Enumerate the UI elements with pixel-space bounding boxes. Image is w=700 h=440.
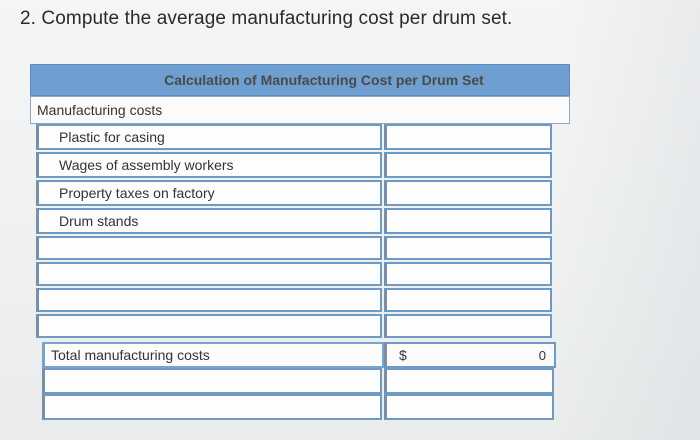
cost-item-label: Wages of assembly workers [59, 157, 234, 173]
table-row [30, 368, 570, 396]
total-row: Total manufacturing costs $ 0 [30, 342, 570, 370]
cost-amount-input[interactable] [384, 314, 552, 338]
cost-item-select[interactable] [36, 314, 382, 338]
table-title: Calculation of Manufacturing Cost per Dr… [164, 72, 484, 88]
cost-amount-input[interactable] [384, 394, 554, 420]
cost-item-select[interactable] [42, 394, 382, 420]
total-label-cell: Total manufacturing costs [42, 342, 384, 368]
cost-amount-input[interactable] [384, 208, 552, 234]
cost-item-label: Plastic for casing [59, 129, 165, 145]
table-row [30, 262, 570, 290]
table-header: Calculation of Manufacturing Cost per Dr… [30, 64, 570, 96]
cost-item-select[interactable] [36, 288, 382, 312]
table-row: Plastic for casing [30, 124, 570, 152]
total-value: 0 [538, 347, 546, 363]
section-label: Manufacturing costs [37, 102, 163, 118]
section-row: Manufacturing costs [30, 96, 570, 124]
table-row [30, 236, 570, 264]
cost-amount-input[interactable] [384, 152, 552, 178]
cost-amount-input[interactable] [384, 236, 552, 260]
cost-amount-input[interactable] [384, 288, 552, 312]
background-shade [560, 0, 700, 440]
cost-item-label: Drum stands [59, 213, 139, 229]
cost-item-select[interactable] [36, 236, 382, 260]
currency-symbol: $ [399, 347, 407, 363]
cost-item-select[interactable] [42, 368, 382, 394]
cost-amount-input[interactable] [384, 262, 552, 286]
table-row: Property taxes on factory [30, 180, 570, 208]
cost-item-select[interactable]: Plastic for casing [36, 124, 382, 150]
table-row: Drum stands [30, 208, 570, 236]
question-text: 2. Compute the average manufacturing cos… [20, 8, 513, 29]
total-label: Total manufacturing costs [51, 347, 210, 363]
cost-item-select[interactable] [36, 262, 382, 286]
cost-item-select[interactable]: Wages of assembly workers [36, 152, 382, 178]
cost-item-label: Property taxes on factory [59, 185, 215, 201]
cost-amount-input[interactable] [384, 368, 554, 394]
table-row [30, 394, 570, 422]
cost-table: Calculation of Manufacturing Cost per Dr… [30, 64, 570, 424]
total-value-cell: $ 0 [384, 342, 556, 368]
cost-item-select[interactable]: Property taxes on factory [36, 180, 382, 206]
cost-amount-input[interactable] [384, 124, 552, 150]
table-row [30, 314, 570, 342]
table-row: Wages of assembly workers [30, 152, 570, 180]
table-row [30, 288, 570, 316]
cost-item-select[interactable]: Drum stands [36, 208, 382, 234]
cost-amount-input[interactable] [384, 180, 552, 206]
